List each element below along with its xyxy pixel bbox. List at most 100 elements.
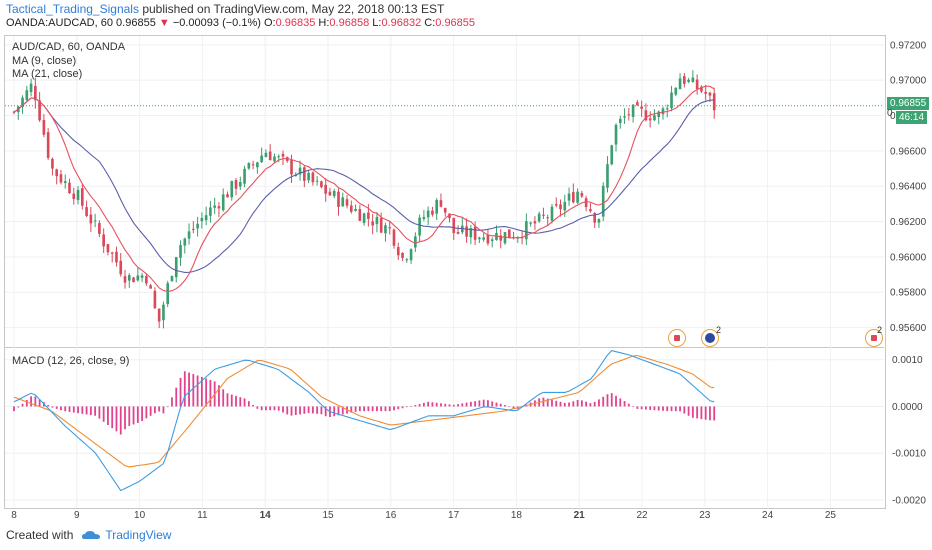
candle-body: [98, 222, 101, 234]
australia-flag-icon[interactable]: [701, 329, 719, 347]
macd-histogram-bar: [307, 406, 310, 414]
candle-body: [80, 188, 84, 206]
grid: [5, 36, 884, 507]
macd-histogram-bar: [683, 406, 686, 414]
candle-body: [533, 221, 537, 224]
candle-body: [192, 228, 195, 230]
macd-pane[interactable]: [13, 349, 716, 492]
macd-histogram-bar: [145, 406, 148, 419]
macd-histogram-bar: [662, 406, 664, 411]
legend-symbol[interactable]: AUD/CAD, 60, OANDA: [12, 41, 126, 53]
legend-macd[interactable]: MACD (12, 26, close, 9): [12, 355, 130, 367]
candle-body: [315, 180, 319, 182]
canada-flag-icon[interactable]: [865, 329, 883, 347]
candle-body: [375, 217, 379, 225]
axes: 8 9 10 11 14 15 16 17 18 21 22 23 24 250.972000.97000…: [11, 40, 926, 521]
candle-body: [422, 216, 426, 219]
open-label: O:: [263, 17, 276, 29]
candle-body: [572, 192, 575, 203]
candle-body: [290, 159, 293, 175]
candle-body: [170, 276, 174, 282]
macd-histogram-bar: [132, 406, 135, 425]
candle-body: [614, 124, 618, 145]
macd-histogram-bar: [495, 402, 498, 407]
macd-histogram-bar: [290, 406, 293, 416]
legend-ma21[interactable]: MA (21, close): [12, 68, 83, 80]
candle-body: [358, 209, 362, 221]
macd-histogram-bar: [555, 400, 558, 407]
candle-body: [345, 199, 349, 206]
candle-body: [307, 172, 310, 181]
candle-body: [217, 206, 221, 209]
macd-histogram-bar: [563, 402, 566, 407]
candle-body: [285, 157, 289, 161]
macd-histogram-bar: [333, 406, 336, 417]
candle-body: [627, 114, 631, 116]
macd-histogram-bar: [457, 404, 459, 407]
candle-body: [597, 219, 601, 223]
candle-body: [311, 172, 315, 183]
macd-histogram-bar: [166, 406, 169, 408]
candle-body: [580, 193, 584, 197]
macd-histogram-bar: [282, 406, 284, 413]
candle-body: [435, 199, 439, 214]
macd-histogram-bar: [85, 406, 88, 415]
candle-body: [179, 245, 182, 258]
candle-body: [157, 308, 161, 322]
macd-histogram-bar: [209, 379, 212, 407]
candle-body: [648, 118, 652, 121]
last-price-tag: 0.96855: [887, 97, 930, 110]
canada-flag-icon[interactable]: [668, 329, 686, 347]
chart-frame[interactable]: [4, 35, 886, 509]
legend-ma9[interactable]: MA (9, close): [12, 55, 77, 67]
macd-histogram-bar: [559, 401, 562, 407]
candle-body: [196, 223, 199, 229]
x-tick-label: 22: [636, 510, 648, 521]
candle-body: [29, 83, 33, 93]
candle-body: [153, 290, 157, 309]
macd-histogram-bar: [107, 406, 109, 425]
macd-histogram-bar: [68, 406, 71, 412]
macd-histogram-bar: [25, 400, 28, 407]
macd-histogram-bar: [265, 406, 267, 411]
macd-histogram-bar: [128, 406, 131, 426]
high-label: H:: [318, 17, 330, 29]
macd-histogram-bar: [504, 405, 506, 407]
macd-histogram-bar: [384, 406, 387, 412]
candle-body: [601, 185, 605, 217]
macd-histogram-bar: [405, 406, 408, 408]
candle-body: [486, 234, 490, 244]
candle-body: [281, 153, 285, 157]
macd-histogram-bar: [491, 401, 494, 407]
macd-histogram-bar: [141, 406, 143, 421]
macd-histogram-bar: [358, 406, 361, 412]
price-tick-label: 0.95600: [890, 323, 927, 334]
candle-body: [226, 194, 229, 198]
tradingview-cloud-icon: [82, 531, 101, 539]
macd-histogram-bar: [593, 401, 596, 407]
tradingview-brand[interactable]: TradingView: [105, 528, 172, 542]
x-tick-label: 17: [448, 510, 460, 521]
macd-histogram-bar: [192, 373, 195, 407]
macd-histogram-bar: [508, 406, 511, 408]
macd-histogram-bar: [422, 402, 425, 407]
macd-histogram-bar: [324, 406, 327, 417]
macd-histogram-bar: [700, 406, 703, 420]
candle-body: [683, 76, 686, 84]
candle-body: [687, 79, 690, 82]
macd-histogram-bar: [431, 402, 434, 407]
macd-histogram-bar: [17, 406, 20, 408]
author-link[interactable]: Tactical_Trading_Signals: [6, 2, 139, 16]
published-text: published on TradingView.com, May 22, 20…: [142, 2, 445, 16]
x-tick-label: 23: [699, 510, 711, 521]
price-pane[interactable]: [5, 70, 884, 329]
macd-histogram-bar: [709, 406, 711, 421]
price-tick-label: 0.97200: [890, 40, 927, 51]
macd-histogram-bar: [363, 406, 366, 412]
candle-body: [238, 181, 242, 187]
candle-body: [183, 238, 187, 246]
candle-body: [431, 210, 434, 215]
macd-histogram-bar: [696, 406, 699, 419]
macd-histogram-bar: [226, 393, 229, 407]
